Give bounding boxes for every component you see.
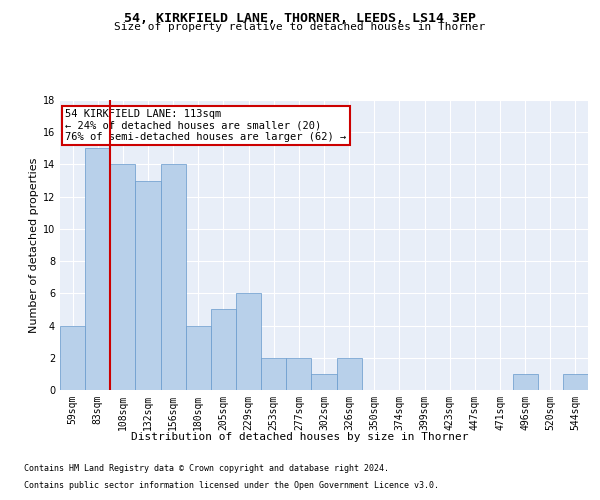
Bar — [110, 164, 136, 390]
Bar — [563, 374, 588, 390]
Bar — [161, 164, 186, 390]
Text: Contains HM Land Registry data © Crown copyright and database right 2024.: Contains HM Land Registry data © Crown c… — [24, 464, 389, 473]
Text: Distribution of detached houses by size in Thorner: Distribution of detached houses by size … — [131, 432, 469, 442]
Text: Contains public sector information licensed under the Open Government Licence v3: Contains public sector information licen… — [24, 481, 439, 490]
Bar — [211, 310, 236, 390]
Bar — [512, 374, 538, 390]
Bar — [85, 148, 110, 390]
Y-axis label: Number of detached properties: Number of detached properties — [29, 158, 38, 332]
Bar — [261, 358, 286, 390]
Bar — [286, 358, 311, 390]
Bar — [236, 294, 261, 390]
Text: 54, KIRKFIELD LANE, THORNER, LEEDS, LS14 3EP: 54, KIRKFIELD LANE, THORNER, LEEDS, LS14… — [124, 12, 476, 26]
Bar — [136, 180, 161, 390]
Text: Size of property relative to detached houses in Thorner: Size of property relative to detached ho… — [115, 22, 485, 32]
Bar — [311, 374, 337, 390]
Bar — [337, 358, 362, 390]
Text: 54 KIRKFIELD LANE: 113sqm
← 24% of detached houses are smaller (20)
76% of semi-: 54 KIRKFIELD LANE: 113sqm ← 24% of detac… — [65, 108, 347, 142]
Bar — [60, 326, 85, 390]
Bar — [186, 326, 211, 390]
